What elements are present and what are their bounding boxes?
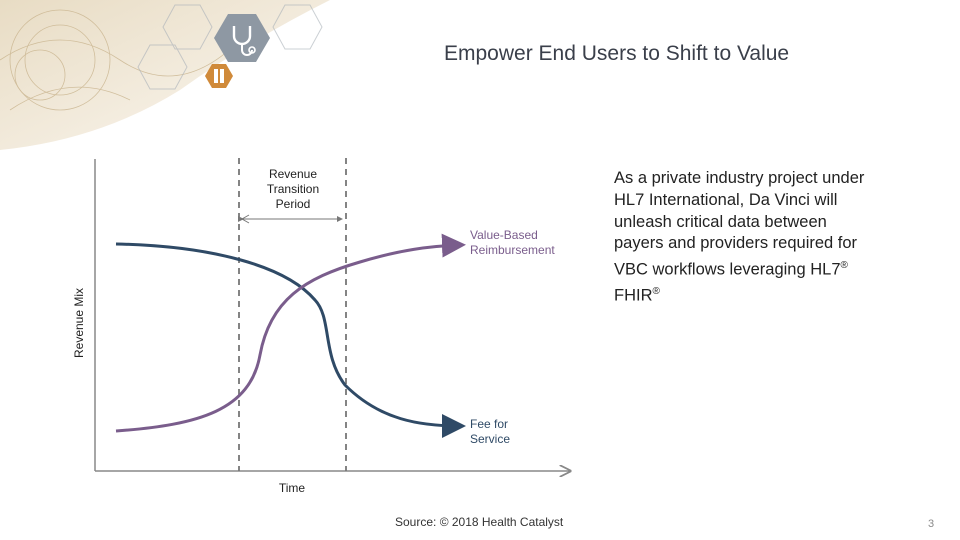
fhir-word: FHIR [614,286,653,305]
registered-mark: ® [840,260,848,272]
description-line: As a private industry project under HL7 … [614,169,865,279]
page-number: 3 [928,518,935,530]
stethoscope-icon [214,14,270,62]
source-caption: Source: © 2018 Health Catalyst [395,515,564,529]
period-label-line3: Period [276,197,311,211]
y-axis-label: Revenue Mix [72,288,86,358]
value-based-label-line1: Value-Based [470,228,538,242]
value-based-label-line2: Reimbursement [470,243,555,257]
fee-for-service-curve [115,242,466,438]
description-text: As a private industry project under HL7 … [614,168,874,308]
corner-decoration [0,0,330,150]
revenue-transition-diagram: Revenue Mix Time Revenue Transition Peri… [72,158,580,495]
test-tube-icon [205,64,233,88]
x-axis-label: Time [279,481,306,495]
period-label-line1: Revenue [269,167,317,181]
value-based-curve [115,233,466,433]
period-label-line2: Transition [267,182,319,196]
registered-mark-2: ® [652,286,660,298]
fee-for-service-label-line2: Service [470,432,510,446]
fee-for-service-label-line1: Fee for [470,417,508,431]
slide-title: Empower End Users to Shift to Value [444,42,790,65]
